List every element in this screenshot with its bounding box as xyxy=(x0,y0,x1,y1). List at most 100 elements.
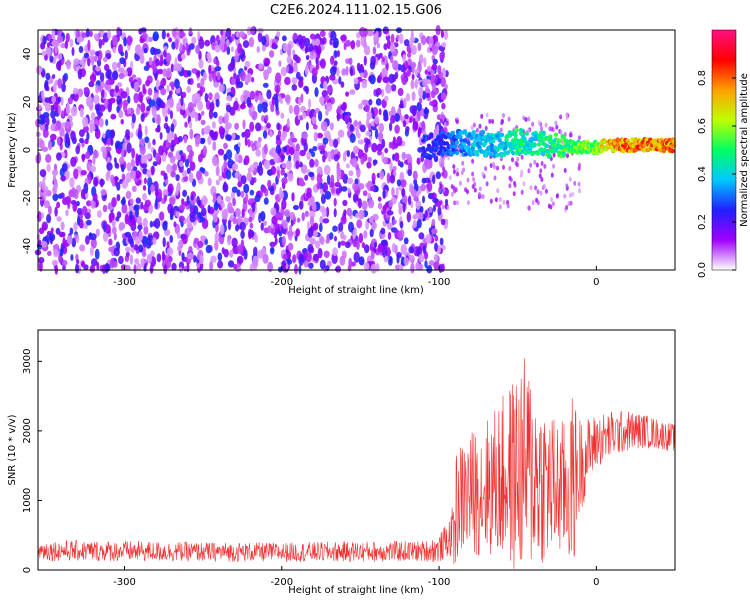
spectrogram-cell xyxy=(484,125,488,131)
spectrogram-cell xyxy=(215,179,220,186)
spectrogram-cell xyxy=(200,86,206,93)
spectrogram-cell xyxy=(456,171,459,177)
spectrogram-cell xyxy=(426,65,432,72)
spectrogram-cell xyxy=(89,264,96,273)
spectrogram-cell xyxy=(466,189,469,195)
spectrogram-cell xyxy=(411,91,416,102)
spectrogram-cell xyxy=(61,163,68,172)
spectrogram-cell xyxy=(194,134,201,145)
spectrogram-cell xyxy=(307,200,312,207)
signal-cell xyxy=(518,128,524,133)
spectrogram-cell xyxy=(420,87,423,98)
spectrogram-cell xyxy=(181,170,188,177)
spectrogram-cell xyxy=(218,175,223,182)
spectrogram-cell xyxy=(46,163,51,173)
spectrogram-cell xyxy=(152,161,158,167)
spectrogram-cell xyxy=(441,263,445,273)
spectrogram-cell xyxy=(52,244,59,250)
spectrogram-cell xyxy=(107,202,112,210)
spectrogram-cell xyxy=(402,202,406,213)
spectrogram-cell xyxy=(152,237,157,245)
spectrogram-cell xyxy=(332,225,338,232)
spectrogram-cell xyxy=(215,98,220,108)
spectrogram-cell xyxy=(424,210,428,219)
spectrogram-cell xyxy=(136,263,142,271)
spectrogram-cell xyxy=(218,204,222,211)
spectrogram-cell xyxy=(434,235,439,242)
spectrogram-cell xyxy=(293,66,299,73)
spectrogram-cell xyxy=(140,113,145,122)
spectrogram-cell xyxy=(73,221,78,232)
spectrogram-cell xyxy=(334,148,339,154)
signal-cell xyxy=(559,145,564,150)
spectrogram-cell xyxy=(211,121,216,129)
spectrogram-cell xyxy=(370,55,376,66)
spectrogram-cell xyxy=(354,195,359,202)
spectrogram-cell xyxy=(437,206,442,216)
spectrogram-cell xyxy=(140,154,148,165)
spectrogram-cell xyxy=(127,107,132,115)
spectrogram-cell xyxy=(459,152,463,158)
spectrogram-cell xyxy=(195,44,201,54)
spectrogram-cell xyxy=(212,192,217,203)
spectrogram-cell xyxy=(485,181,489,187)
spectrogram-cell xyxy=(578,188,581,194)
spectrogram-cell xyxy=(335,187,340,195)
spectrogram-cell xyxy=(275,72,282,84)
spectrogram-cell xyxy=(406,70,411,77)
spectrogram-cell xyxy=(66,59,71,70)
spectrogram-cell xyxy=(316,173,322,184)
spectrogram-cell xyxy=(325,109,329,116)
spectrogram-cell xyxy=(361,99,368,106)
spectrogram-y-tick-label: 20 xyxy=(22,96,33,109)
spectrogram-cell xyxy=(51,169,59,176)
spectrogram-cell xyxy=(246,26,252,36)
spectrogram-cell xyxy=(188,27,193,35)
spectrogram-cell xyxy=(472,122,476,128)
spectrogram-cell xyxy=(543,163,547,169)
spectrogram-cell xyxy=(52,83,57,93)
spectrogram-cell xyxy=(86,219,92,226)
spectrogram-cell xyxy=(568,176,572,182)
spectrogram-cell xyxy=(137,224,143,231)
spectrogram-cell xyxy=(133,81,139,92)
spectrogram-cell xyxy=(50,227,54,234)
spectrogram-cell xyxy=(95,228,100,237)
spectrogram-cell xyxy=(76,200,80,207)
spectrogram-cell xyxy=(284,209,291,218)
signal-cell xyxy=(466,140,471,145)
spectrogram-cell xyxy=(104,64,110,72)
spectrogram-cell xyxy=(455,167,459,173)
spectrogram-cell xyxy=(79,244,86,252)
spectrogram-cell xyxy=(326,174,331,185)
spectrogram-cell xyxy=(118,255,124,265)
spectrogram-cell xyxy=(348,57,353,65)
spectrogram-cell xyxy=(227,234,231,246)
spectrogram-cell xyxy=(432,204,436,212)
spectrogram-cell xyxy=(235,134,241,140)
spectrogram-cell xyxy=(396,254,400,264)
spectrogram-cell xyxy=(247,139,251,148)
signal-cell xyxy=(450,140,455,146)
spectrogram-cell xyxy=(425,92,430,99)
spectrogram-cell xyxy=(275,212,282,219)
spectrogram-cell xyxy=(170,170,176,178)
spectrogram-cell xyxy=(428,227,433,234)
spectrogram-cell xyxy=(107,169,111,178)
spectrogram-cell xyxy=(249,121,255,132)
spectrogram-cell xyxy=(359,26,366,38)
spectrogram-cell xyxy=(142,83,146,93)
spectrogram-cell xyxy=(248,216,253,223)
spectrogram-cell xyxy=(188,246,193,253)
snr-series-line xyxy=(37,358,676,569)
spectrogram-cell xyxy=(434,128,439,136)
spectrogram-cell xyxy=(418,232,425,240)
signal-cell xyxy=(489,147,495,153)
spectrogram-cell xyxy=(147,234,151,246)
spectrogram-cell xyxy=(215,222,219,233)
spectrogram-cell xyxy=(61,82,66,93)
spectrogram-cell xyxy=(146,253,153,264)
spectrogram-cell xyxy=(169,214,174,221)
signal-cell xyxy=(454,150,460,156)
